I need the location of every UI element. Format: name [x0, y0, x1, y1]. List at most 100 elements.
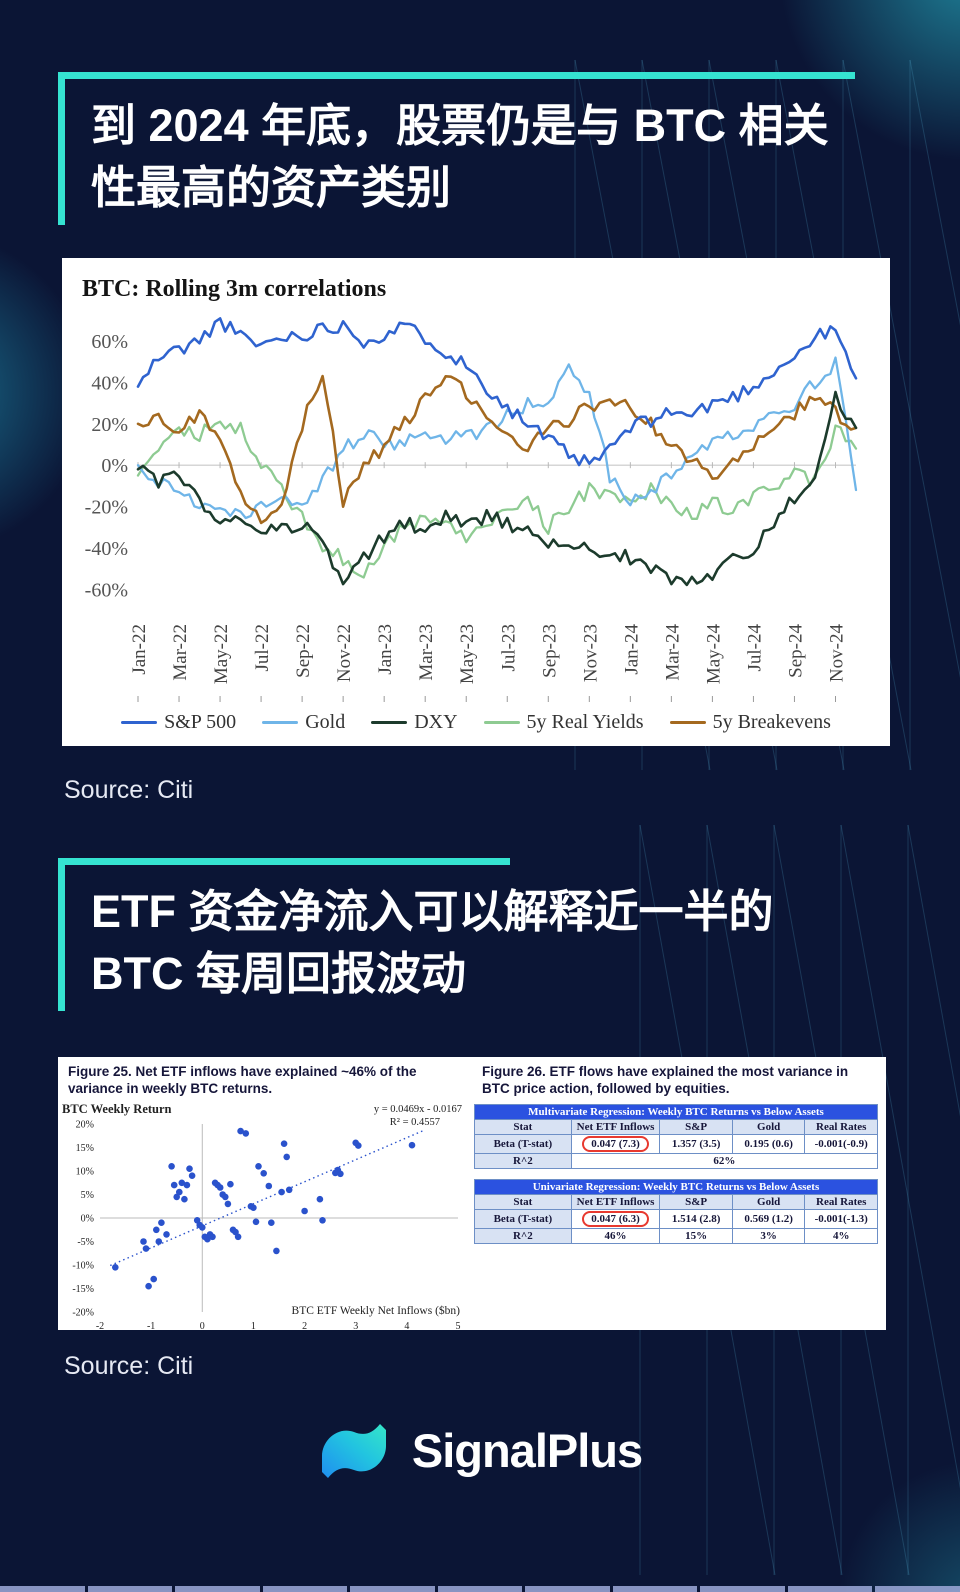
legend-swatch	[669, 721, 706, 724]
svg-text:Nov-23: Nov-23	[580, 624, 601, 682]
strip-segment	[262, 1586, 348, 1592]
table-header: Net ETF Inflows	[570, 1118, 661, 1135]
svg-text:40%: 40%	[91, 372, 128, 394]
legend-swatch	[483, 721, 520, 724]
table-header: S&P	[659, 1193, 733, 1210]
svg-text:1: 1	[251, 1321, 256, 1332]
strip-segment	[612, 1586, 698, 1592]
table-header: Stat	[474, 1193, 572, 1210]
figure-26-caption: Figure 26. ETF flows have explained the …	[482, 1064, 849, 1096]
svg-text:-60%: -60%	[85, 579, 128, 601]
table-cell: 1.357 (3.5)	[659, 1133, 733, 1154]
table-cell: 0.195 (0.6)	[731, 1133, 806, 1154]
svg-text:10%: 10%	[76, 1166, 94, 1177]
svg-text:Sep-24: Sep-24	[785, 624, 806, 678]
row-label: Beta (T-stat)	[474, 1208, 572, 1229]
table-cell: -0.001(-0.9)	[804, 1133, 878, 1154]
headline-line-1: 到 2024 年底，股票仍是与 BTC 相关	[91, 100, 829, 151]
svg-text:Nov-24: Nov-24	[826, 624, 847, 683]
svg-text:BTC Weekly Return: BTC Weekly Return	[62, 1102, 172, 1116]
svg-text:3: 3	[353, 1321, 358, 1332]
headline-line-2: BTC 每周回报波动	[91, 948, 466, 1000]
table-header: Gold	[731, 1193, 806, 1210]
svg-text:y = 0.0469x - 0.0167: y = 0.0469x - 0.0167	[374, 1104, 462, 1115]
table-cell: 1.514 (2.8)	[659, 1208, 733, 1229]
legend-item: S&P 500	[121, 711, 236, 734]
table-row: Beta (T-stat) 0.047 (7.3) 1.357 (3.5) 0.195…	[474, 1133, 878, 1154]
chart-legend: S&P 500 Gold DXY 5y Real Yields 5y Breakeven…	[62, 711, 890, 734]
headline-line-2: 性最高的资产类别	[91, 162, 452, 214]
svg-text:Mar-22: Mar-22	[170, 624, 191, 681]
svg-text:15%: 15%	[76, 1143, 94, 1154]
svg-text:5%: 5%	[81, 1190, 94, 1201]
svg-text:0%: 0%	[101, 455, 128, 477]
table-row: Beta (T-stat) 0.047 (6.3) 1.514 (2.8) 0.569…	[474, 1208, 878, 1229]
svg-text:-20%: -20%	[85, 497, 128, 519]
svg-text:5: 5	[456, 1321, 461, 1332]
headline-equities-correlation: 到 2024 年底，股票仍是与 BTC 相关 性最高的资产类别	[58, 72, 855, 226]
figure-25-caption: Figure 25. Net ETF inflows have explaine…	[68, 1064, 417, 1096]
strip-segment	[175, 1586, 260, 1592]
strip-segment	[525, 1586, 610, 1592]
svg-text:-1: -1	[147, 1321, 155, 1332]
source-citation-2: Source: Citi	[64, 1352, 194, 1380]
svg-text:May-22: May-22	[211, 624, 232, 684]
bottom-accent-strip	[0, 1586, 960, 1592]
svg-text:BTC ETF Weekly Net Inflows ($b: BTC ETF Weekly Net Inflows ($bn)	[292, 1304, 461, 1317]
svg-text:-10%: -10%	[72, 1260, 94, 1271]
svg-text:Sep-23: Sep-23	[539, 624, 560, 678]
strip-segment	[87, 1586, 173, 1592]
svg-text:Jul-22: Jul-22	[252, 624, 273, 672]
strip-segment	[875, 1586, 960, 1592]
svg-text:Jul-23: Jul-23	[498, 624, 519, 672]
svg-text:Jul-24: Jul-24	[744, 624, 765, 672]
svg-text:May-23: May-23	[457, 624, 478, 684]
regression-tables: Multivariate Regression: Weekly BTC Retu…	[472, 1100, 886, 1244]
etf-inflow-scatter-chart: BTC Weekly Return y = 0.0469x - 0.0167 R² …	[62, 1102, 462, 1332]
svg-text:0: 0	[200, 1321, 205, 1332]
svg-text:Mar-24: Mar-24	[662, 624, 683, 681]
svg-text:20%: 20%	[91, 414, 128, 436]
svg-text:-40%: -40%	[85, 538, 128, 560]
svg-text:0%: 0%	[81, 1213, 94, 1224]
legend-label: Gold	[305, 711, 346, 733]
table-row: R^2 46% 15% 3% 4%	[474, 1227, 878, 1244]
signalplus-wave-icon	[321, 1424, 386, 1478]
table-cell: 46%	[570, 1227, 661, 1244]
svg-text:Nov-22: Nov-22	[334, 624, 355, 682]
legend-item: DXY	[371, 711, 458, 734]
figures-panel: Figure 25. Net ETF inflows have explaine…	[58, 1057, 886, 1332]
table-cell: 15%	[659, 1227, 733, 1244]
strip-segment	[700, 1586, 785, 1592]
svg-text:Jan-22: Jan-22	[129, 624, 150, 675]
table-header: Stat	[474, 1118, 572, 1135]
highlight-box: 0.047 (6.3)	[582, 1210, 649, 1227]
highlight-box: 0.047 (7.3)	[582, 1135, 649, 1152]
rolling-correlation-chart: BTC: Rolling 3m correlations 60% 40% 20% 0% -…	[82, 276, 858, 702]
legend-label: 5y Breakevens	[712, 711, 831, 733]
headline-line-1: ETF 资金净流入可以解释近一半的	[91, 886, 774, 937]
strip-segment	[437, 1586, 523, 1592]
row-label: Beta (T-stat)	[474, 1133, 572, 1154]
svg-text:2: 2	[302, 1321, 307, 1332]
svg-text:20%: 20%	[76, 1119, 94, 1130]
legend-label: S&P 500	[164, 711, 237, 733]
svg-text:-15%: -15%	[72, 1284, 94, 1295]
legend-item: Gold	[262, 711, 345, 734]
strip-segment	[350, 1586, 435, 1592]
svg-text:BTC: Rolling 3m correlations: BTC: Rolling 3m correlations	[82, 276, 386, 302]
figure-25-column: Figure 25. Net ETF inflows have explaine…	[58, 1057, 472, 1337]
table-cell: 0.569 (1.2)	[731, 1208, 806, 1229]
headline-accent-bar	[58, 72, 855, 79]
legend-swatch	[371, 721, 408, 724]
table-title: Multivariate Regression: Weekly BTC Retu…	[474, 1103, 878, 1120]
legend-label: 5y Real Yields	[526, 711, 644, 733]
svg-text:-20%: -20%	[72, 1307, 94, 1318]
strip-segment	[787, 1586, 873, 1592]
svg-text:May-24: May-24	[703, 624, 724, 685]
table-header: Gold	[731, 1118, 806, 1135]
strip-segment	[0, 1586, 85, 1592]
table-header: S&P	[659, 1118, 733, 1135]
legend-item: 5y Real Yields	[483, 711, 644, 734]
signalplus-logo: SignalPlus	[0, 1418, 960, 1482]
